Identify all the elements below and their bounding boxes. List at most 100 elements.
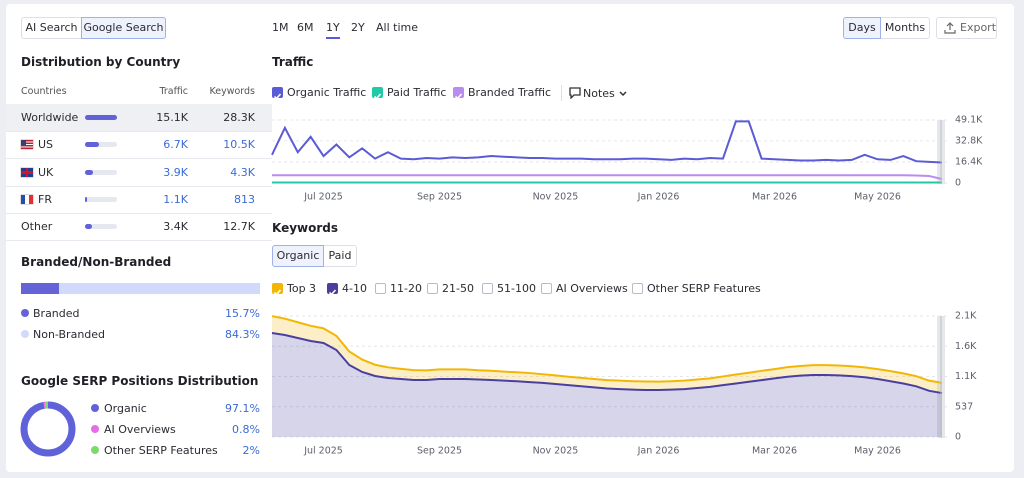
traffic-bar — [85, 115, 117, 120]
filter-checkbox — [482, 283, 493, 294]
notes-icon — [569, 87, 581, 99]
segment-button[interactable]: Months — [880, 17, 930, 39]
country-name: US — [38, 138, 54, 152]
y-tick-label: 0 — [955, 432, 961, 443]
check-mark — [273, 93, 282, 100]
flag-icon — [21, 194, 33, 204]
filter-label[interactable]: 11-20 — [390, 282, 422, 295]
segment-button[interactable]: Days — [843, 17, 881, 39]
legend-label: Branded — [33, 307, 80, 320]
traffic-value: 3.4K — [163, 220, 188, 234]
legend-checkbox — [453, 87, 464, 100]
x-tick-label: Jan 2026 — [637, 446, 680, 457]
period-button[interactable]: 1M — [272, 21, 289, 34]
legend-dot — [91, 446, 99, 454]
check-mark — [328, 289, 337, 296]
notes-button[interactable]: Notes — [569, 87, 627, 100]
country-name: UK — [38, 165, 54, 179]
keywords-value: 28.3K — [223, 111, 255, 124]
filter-label[interactable]: 51-100 — [497, 282, 536, 295]
line — [271, 120, 943, 164]
column-header: Traffic — [159, 86, 188, 97]
export-button[interactable]: Export — [936, 17, 997, 39]
x-tick-label: Mar 2026 — [752, 446, 797, 457]
flag-icon — [21, 140, 33, 150]
period-button[interactable]: All time — [376, 21, 418, 34]
country-name: Other — [21, 220, 53, 234]
export-label: Export — [960, 21, 997, 34]
traffic-bar — [85, 169, 94, 175]
chevron — [619, 91, 627, 97]
bar-track — [85, 224, 117, 230]
period-button[interactable]: 1Y — [326, 21, 340, 39]
x-tick-label: Sep 2025 — [417, 446, 462, 457]
legend-label[interactable]: Organic Traffic — [287, 86, 367, 99]
period-button[interactable]: 6M — [297, 21, 314, 34]
traffic-value: 15.1K — [156, 111, 188, 124]
traffic-value: 1.1K — [163, 192, 188, 206]
x-tick-label: Jul 2025 — [303, 446, 343, 457]
legend-label: Non-Branded — [33, 328, 106, 341]
legend-value: 15.7% — [225, 307, 260, 320]
x-tick-label: Jan 2026 — [637, 192, 680, 203]
area — [272, 316, 942, 394]
y-tick-label: 1.1K — [955, 371, 977, 382]
legend-label[interactable]: Top 3 — [287, 282, 317, 295]
x-tick-label: Mar 2026 — [752, 192, 797, 203]
segment-button[interactable]: AI Search — [21, 17, 82, 39]
legend-label[interactable]: Branded Traffic — [468, 86, 552, 99]
check-mark — [454, 93, 463, 100]
table-row — [6, 213, 272, 242]
legend-value: 84.3% — [225, 328, 260, 341]
period-button[interactable]: 2Y — [351, 21, 365, 34]
section-title: Distribution by Country — [21, 55, 181, 69]
keywords-value: 4.3K — [230, 165, 255, 179]
x-tick-label: Nov 2025 — [533, 446, 579, 457]
branded-bar — [21, 283, 59, 294]
flag-icon — [21, 167, 33, 177]
legend-checkbox — [372, 87, 383, 100]
bar-track — [85, 196, 117, 202]
x-tick-label: Jul 2025 — [303, 192, 343, 203]
legend-checkbox — [272, 87, 283, 100]
filter-checkbox — [375, 283, 386, 294]
segment-button[interactable]: Paid — [323, 245, 357, 267]
legend-value: 2% — [242, 444, 260, 457]
line — [272, 174, 943, 181]
legend-label: AI Overviews — [104, 423, 176, 436]
keywords-value: 813 — [234, 192, 255, 206]
filter-label[interactable]: 21-50 — [442, 282, 474, 295]
chart-title: Keywords — [272, 221, 339, 235]
x-tick-label: Sep 2025 — [417, 192, 462, 203]
section-title: Branded/Non-Branded — [21, 255, 172, 269]
area-line — [271, 315, 943, 384]
filter-label[interactable]: Other SERP Features — [647, 282, 761, 295]
table-row — [6, 131, 272, 160]
legend-checkbox — [272, 283, 283, 296]
flag-canton — [21, 140, 26, 146]
traffic-bar — [85, 224, 93, 230]
column-header: Keywords — [209, 86, 255, 97]
legend-checkbox — [327, 283, 338, 296]
segment-button[interactable]: Organic — [272, 245, 324, 267]
check-mark — [273, 289, 282, 296]
donut-segment — [20, 401, 76, 457]
table-row — [6, 159, 272, 187]
filter-label[interactable]: AI Overviews — [556, 282, 628, 295]
traffic-bar — [85, 142, 100, 148]
legend-label[interactable]: 4-10 — [342, 282, 367, 295]
y-tick-label: 1.6K — [955, 341, 977, 352]
column-header: Countries — [21, 86, 67, 97]
segment-button[interactable]: Google Search — [81, 17, 166, 39]
y-tick-label: 2.1K — [955, 311, 977, 322]
bar-track — [85, 169, 117, 175]
section-title: Google SERP Positions Distribution — [21, 374, 259, 388]
legend-label[interactable]: Paid Traffic — [387, 86, 447, 99]
y-tick-label: 32.8K — [955, 135, 983, 146]
keywords-value: 10.5K — [223, 138, 255, 152]
country-name: FR — [38, 192, 52, 206]
traffic-value: 3.9K — [163, 165, 188, 179]
y-tick-label: 49.1K — [955, 115, 983, 126]
